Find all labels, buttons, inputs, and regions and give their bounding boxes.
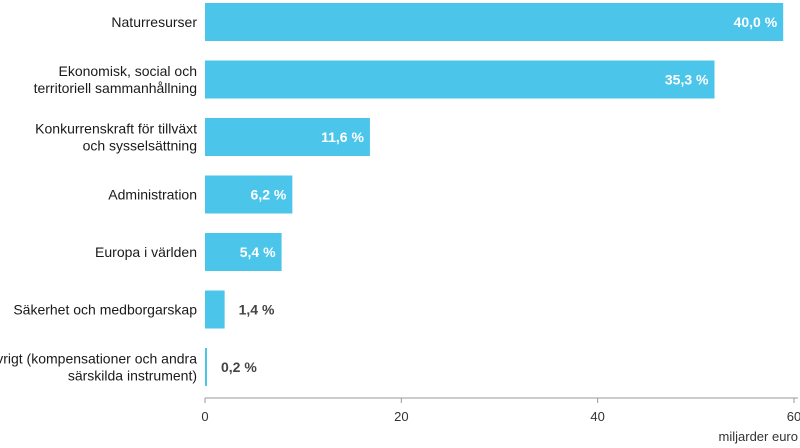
bar <box>205 291 225 329</box>
category-label: Naturresurser <box>111 14 197 30</box>
data-label: 5,4 % <box>240 244 276 260</box>
data-label: 0,2 % <box>221 359 257 375</box>
category-label: Konkurrenskraft för tillväxt och sysselsä… <box>35 121 197 154</box>
data-label: 35,3 % <box>665 72 709 88</box>
category-label: Administration <box>108 187 197 203</box>
category-label: Europa i världen <box>95 244 197 260</box>
data-label: 1,4 % <box>239 302 275 318</box>
x-tick-label: 40 <box>590 409 604 424</box>
x-tick-label: 60 <box>787 409 800 424</box>
x-axis: 0 20 40 60 <box>201 398 800 424</box>
x-axis-title: miljarder euro <box>719 429 798 444</box>
category-label: Övrigt (kompensationer och andra särskild… <box>0 350 197 384</box>
data-label: 40,0 % <box>734 14 778 30</box>
data-label: 6,2 % <box>251 187 287 203</box>
category-label: Säkerhet och medborgarskap <box>13 302 197 318</box>
x-tick-label: 20 <box>394 409 408 424</box>
bar <box>205 3 783 41</box>
category-labels: Naturresurser Ekonomisk, social och territ… <box>0 14 197 384</box>
bars-group <box>205 3 783 386</box>
bar <box>205 348 207 386</box>
bar <box>205 61 714 99</box>
data-label: 11,6 % <box>321 129 364 145</box>
category-label: Ekonomisk, social och territoriell samman… <box>34 63 197 96</box>
x-tick-label: 0 <box>201 409 208 424</box>
